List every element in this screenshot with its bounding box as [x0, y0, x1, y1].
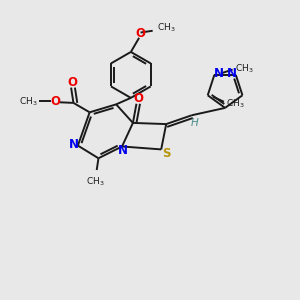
Text: N: N — [226, 67, 236, 80]
Text: N: N — [69, 138, 79, 151]
Text: O: O — [134, 92, 144, 105]
Text: N: N — [214, 67, 224, 80]
Text: H: H — [190, 118, 198, 128]
Text: CH$_3$: CH$_3$ — [19, 95, 37, 108]
Text: O: O — [50, 95, 61, 108]
Text: CH$_3$: CH$_3$ — [157, 21, 176, 34]
Text: CH$_3$: CH$_3$ — [226, 97, 244, 110]
Text: S: S — [162, 147, 170, 160]
Text: CH$_3$: CH$_3$ — [86, 175, 105, 188]
Text: N: N — [118, 144, 128, 157]
Text: O: O — [68, 76, 78, 89]
Text: CH$_3$: CH$_3$ — [235, 62, 254, 75]
Text: O: O — [135, 28, 145, 40]
